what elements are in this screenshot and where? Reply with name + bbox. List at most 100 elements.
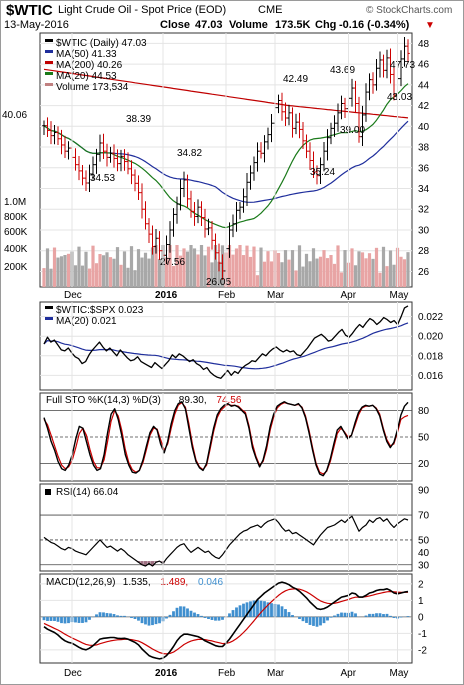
ratio-y-tick: 0.016 bbox=[418, 371, 443, 382]
month-axis-bottom: Dec 2016 Feb Mar Apr May bbox=[64, 668, 408, 679]
price-annotation: 34.53 bbox=[90, 173, 115, 184]
macd-histogram-bar bbox=[242, 603, 245, 617]
macd-y-tick: -2 bbox=[418, 645, 427, 656]
macd-histogram-bar bbox=[385, 613, 389, 617]
volume-bar bbox=[350, 248, 354, 287]
sto-legend-0: Full STO %K(14,3) %D(3) bbox=[46, 395, 161, 406]
rsi-oversold-fill bbox=[147, 561, 151, 564]
price-annotation: 42.49 bbox=[283, 74, 308, 85]
rsi-oversold-fill bbox=[143, 561, 148, 567]
macd-histogram-bar bbox=[305, 616, 308, 623]
volume-bar bbox=[140, 257, 144, 287]
price-annotation: 47.73 bbox=[390, 60, 415, 71]
macd-histogram-bar bbox=[119, 615, 123, 617]
volume-bar bbox=[360, 252, 365, 287]
volume-bar bbox=[217, 261, 221, 287]
macd-histogram-bar bbox=[315, 616, 319, 627]
macd-histogram-bar bbox=[200, 615, 203, 617]
macd-histogram-bar bbox=[137, 616, 140, 621]
macd-histogram-bar bbox=[116, 615, 119, 617]
volume-bar bbox=[301, 266, 305, 287]
macd-histogram-bar bbox=[182, 606, 186, 617]
ratio-legend-swatch bbox=[45, 317, 53, 320]
macd-histogram-bar bbox=[287, 612, 291, 617]
volume-tick: 1.0M bbox=[4, 197, 26, 208]
macd-legend-0: MACD(12,26,9) bbox=[46, 577, 115, 588]
exchange-label: CME bbox=[258, 4, 282, 16]
volume-bar bbox=[367, 253, 372, 287]
volume-bar bbox=[399, 256, 403, 287]
volume-bar bbox=[115, 247, 120, 287]
macd-histogram-bar bbox=[193, 612, 196, 617]
macd-histogram-bar bbox=[196, 614, 200, 617]
month-label-bottom: Dec bbox=[64, 668, 82, 679]
volume-bar bbox=[59, 256, 64, 287]
macd-histogram-bar bbox=[63, 616, 67, 624]
macd-histogram-bar bbox=[147, 616, 151, 626]
price-y-tick: 36 bbox=[418, 163, 430, 174]
sto-y-tick: 80 bbox=[418, 406, 430, 417]
volume-bar bbox=[280, 262, 284, 287]
ratio-legend-1: MA(20) 0.021 bbox=[56, 316, 117, 327]
price-y-tick: 44 bbox=[418, 80, 430, 91]
macd-histogram-bar bbox=[375, 613, 378, 617]
macd-histogram-bar bbox=[98, 612, 102, 617]
volume-bar bbox=[255, 275, 260, 287]
month-label-top: Feb bbox=[218, 290, 236, 301]
panels-group: 48 46 44 42 40 38 36 34 32 30 28 26 1.0M 800K 600K 400K… bbox=[2, 32, 443, 664]
volume-bar bbox=[42, 268, 46, 287]
volume-bar bbox=[353, 265, 358, 287]
rsi-y-tick: 40 bbox=[418, 548, 430, 559]
volume-bar bbox=[182, 248, 186, 287]
macd-histogram-bar bbox=[252, 600, 256, 617]
macd-histogram-bar bbox=[322, 616, 326, 624]
volume-bar bbox=[259, 247, 263, 287]
volume-bar bbox=[94, 263, 99, 287]
date-label: 13-May-2016 bbox=[4, 19, 69, 31]
month-label-bottom: Mar bbox=[267, 668, 285, 679]
close-caption: Close bbox=[160, 19, 190, 31]
close-value: 47.03 bbox=[195, 19, 223, 31]
macd-histogram-bar bbox=[112, 614, 116, 617]
volume-bar bbox=[311, 248, 316, 287]
month-label-bottom: Feb bbox=[218, 668, 236, 679]
volume-bar bbox=[248, 256, 253, 287]
rsi-y-tick: 90 bbox=[418, 486, 430, 497]
macd-histogram-bar bbox=[221, 616, 224, 620]
volume-bar bbox=[325, 258, 330, 287]
volume-bar bbox=[178, 255, 183, 287]
macd-histogram-bar bbox=[140, 616, 144, 624]
volume-tick: 800K bbox=[4, 212, 28, 223]
price-y-tick: 40 bbox=[418, 122, 430, 133]
price-legend-1: MA(50) 41.33 bbox=[56, 49, 117, 60]
macd-histogram-bar bbox=[210, 616, 214, 620]
price-legend-swatch bbox=[45, 83, 53, 86]
month-label-top: Dec bbox=[64, 290, 82, 301]
volume-bar bbox=[332, 263, 337, 287]
volume-tick: 400K bbox=[4, 244, 28, 255]
macd-histogram-bar bbox=[354, 613, 357, 617]
volume-bar bbox=[185, 251, 190, 287]
macd-histogram-bar bbox=[46, 616, 49, 621]
volume-bar bbox=[238, 245, 242, 287]
volume-bar bbox=[294, 270, 298, 287]
macd-histogram-bar bbox=[207, 616, 210, 619]
volume-bar bbox=[252, 246, 256, 287]
price-y-tick: 38 bbox=[418, 143, 430, 154]
macd-histogram-bar bbox=[270, 603, 273, 617]
macd-histogram-bar bbox=[95, 614, 98, 617]
macd-histogram-bar bbox=[133, 616, 137, 619]
volume-bar bbox=[63, 255, 67, 287]
macd-y-tick: 2 bbox=[418, 579, 424, 590]
macd-y-tick: 1 bbox=[418, 596, 424, 607]
rsi-y-tick: 30 bbox=[418, 560, 430, 571]
volume-bar bbox=[241, 255, 246, 287]
volume-bar bbox=[112, 258, 116, 287]
macd-histogram-bar bbox=[74, 616, 77, 623]
sto-y-tick: 50 bbox=[418, 433, 430, 444]
brand-label: © StockCharts.com bbox=[366, 5, 452, 16]
ratio-y-tick: 0.018 bbox=[418, 351, 443, 362]
volume-bar bbox=[364, 258, 368, 287]
volume-bar bbox=[49, 268, 53, 287]
macd-histogram-bar bbox=[238, 605, 242, 617]
